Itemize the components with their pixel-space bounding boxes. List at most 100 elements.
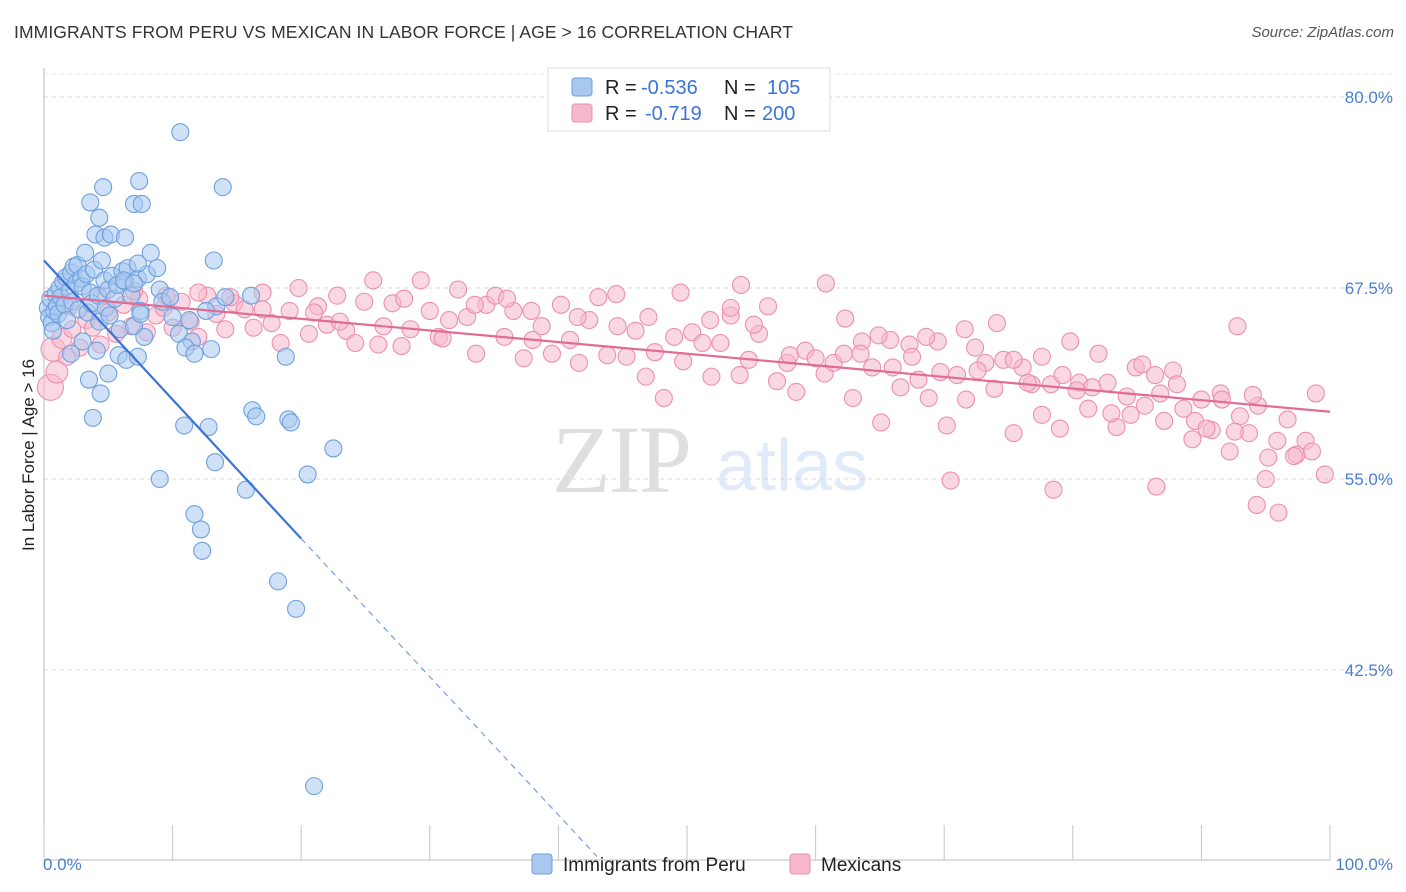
- axes: [43, 68, 1331, 861]
- legend-label-peru: Immigrants from Peru: [563, 855, 746, 876]
- peru-point-33: [92, 251, 111, 270]
- mexicans-point-46: [420, 301, 439, 320]
- mexicans-point-185: [1133, 355, 1152, 374]
- peru-point-24: [76, 243, 95, 262]
- mexicans-point-157: [568, 307, 587, 327]
- mexicans-point-192: [1247, 495, 1266, 515]
- mexicans-point-49: [449, 280, 468, 299]
- peru-point-49: [135, 327, 154, 346]
- mexicans-point-179: [1032, 347, 1051, 366]
- mexicans-point-122: [1135, 396, 1154, 415]
- mexicans-point-33: [299, 324, 318, 343]
- mexicans-point-135: [1259, 448, 1278, 467]
- mexicans-point-111: [1032, 405, 1051, 424]
- mexicans-point-174: [955, 320, 974, 339]
- mexicans-point-69: [636, 367, 655, 386]
- peru-point-54: [99, 364, 118, 383]
- legend-swatch-blue: [571, 77, 593, 97]
- mexicans-point-201: [1228, 317, 1247, 336]
- mexicans-point-198: [1147, 477, 1166, 496]
- mexicans-point-114: [1061, 332, 1080, 351]
- peru-point-73: [163, 307, 182, 327]
- peru-point-101: [236, 480, 255, 499]
- mexicans-point-195: [1302, 442, 1322, 461]
- trend-line-peru: [43, 259, 303, 540]
- mexicans-point-124: [1155, 411, 1174, 430]
- mexicans-point-187: [1167, 375, 1187, 394]
- mexicans-point-75: [693, 333, 712, 353]
- mexicans-point-155: [497, 289, 517, 308]
- legend-swatch-mexicans: [789, 853, 811, 875]
- mexicans-point-40: [364, 271, 383, 290]
- peru-point-63: [94, 178, 113, 197]
- legend-swatch-peru: [531, 853, 553, 875]
- peru-point-100: [193, 541, 212, 560]
- y-tick-label-1: 55.0%: [1345, 470, 1393, 489]
- legend-n-label-1: N =: [724, 77, 756, 99]
- legend-swatch-pink: [571, 103, 593, 123]
- mexicans-point-51: [467, 344, 486, 363]
- mexicans-point-45: [411, 271, 430, 290]
- mexicans-point-31: [280, 301, 299, 320]
- mexicans-point-178: [1018, 373, 1037, 392]
- mexicans-point-94: [872, 413, 891, 432]
- mexicans-point-65: [598, 346, 617, 365]
- peru-point-65: [115, 228, 135, 247]
- mexicans-point-85: [787, 382, 806, 401]
- mexicans-point-68: [626, 321, 645, 340]
- mexicans-point-172: [917, 327, 936, 346]
- mexicans-point-193: [1269, 503, 1288, 522]
- peru-point-57: [83, 408, 102, 427]
- mexicans-point-96: [891, 378, 910, 397]
- mexicans-point-191: [1225, 422, 1244, 441]
- mexicans-point-151: [369, 335, 388, 354]
- mexicans-point-159: [639, 307, 658, 327]
- mexicans-point-59: [542, 344, 562, 363]
- peru-point-85: [128, 347, 147, 366]
- mexicans-point-91: [843, 388, 862, 408]
- mexicans-point-183: [1102, 404, 1121, 423]
- mexicans-point-194: [1284, 447, 1304, 466]
- correlation-legend: R = -0.536 N = 105 R = -0.719 N = 200: [547, 67, 831, 132]
- peru-point-52: [73, 332, 92, 351]
- peru-point-108: [171, 123, 190, 142]
- mexicans-point-197: [1044, 480, 1063, 499]
- mexicans-point-136: [1268, 431, 1287, 450]
- mexicans-point-200: [1243, 385, 1262, 405]
- peru-point-88: [216, 288, 235, 307]
- peru-point-67: [132, 194, 151, 214]
- mexicans-point-72: [665, 327, 684, 346]
- mexicans-point-123: [1146, 366, 1165, 385]
- mexicans-point-169: [869, 326, 888, 345]
- mexicans-point-189: [1197, 419, 1216, 438]
- mexicans-point-104: [966, 338, 985, 357]
- trend-line-peru-extension: [300, 538, 598, 857]
- peru-point-4: [43, 321, 63, 340]
- x-tick-label-min: 0.0%: [43, 855, 82, 874]
- mexicans-point-161: [701, 311, 720, 330]
- peru-point-97: [150, 469, 169, 489]
- legend-n-value-2: 200: [762, 103, 795, 125]
- mexicans-point-67: [617, 347, 636, 366]
- series-legend: Immigrants from Peru Mexicans: [531, 853, 901, 876]
- mexicans-point-48: [440, 311, 459, 330]
- peru-point-89: [241, 286, 261, 305]
- peru-point-37: [100, 306, 119, 325]
- mexicans-point-190: [1212, 390, 1232, 409]
- peru-point-53: [87, 341, 106, 360]
- mexicans-point-153: [433, 329, 452, 348]
- mexicans-point-177: [1004, 350, 1023, 369]
- trend-lines: [43, 259, 1331, 857]
- peru-point-70: [128, 254, 147, 273]
- mexicans-point-166: [816, 274, 835, 293]
- y-tick-labels: 42.5% 55.0% 67.5% 80.0%: [1345, 88, 1393, 680]
- trend-line-mexicans: [43, 294, 1331, 413]
- mexicans-point-2: [45, 360, 69, 384]
- chart-title: IMMIGRANTS FROM PERU VS MEXICAN IN LABOR…: [14, 22, 794, 42]
- legend-r-value-1: -0.536: [641, 77, 698, 99]
- legend-label-mexicans: Mexicans: [821, 855, 901, 876]
- mexicans-point-83: [767, 372, 787, 391]
- watermark-zip: ZIP: [552, 406, 690, 513]
- mexicans-point-137: [1278, 410, 1297, 429]
